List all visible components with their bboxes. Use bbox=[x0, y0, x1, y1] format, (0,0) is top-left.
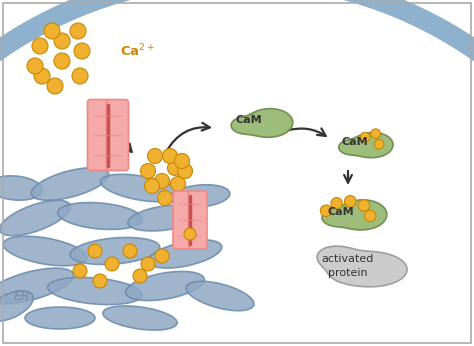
Ellipse shape bbox=[48, 277, 142, 304]
Circle shape bbox=[358, 200, 370, 211]
Circle shape bbox=[345, 195, 356, 207]
Circle shape bbox=[140, 164, 155, 179]
Ellipse shape bbox=[31, 168, 109, 200]
Circle shape bbox=[70, 23, 86, 39]
Ellipse shape bbox=[186, 281, 254, 311]
Ellipse shape bbox=[25, 307, 95, 329]
Ellipse shape bbox=[170, 185, 230, 207]
Ellipse shape bbox=[58, 202, 142, 229]
Ellipse shape bbox=[103, 306, 177, 330]
Circle shape bbox=[27, 58, 43, 74]
Circle shape bbox=[74, 43, 90, 59]
Circle shape bbox=[88, 244, 102, 258]
Circle shape bbox=[72, 68, 88, 84]
Polygon shape bbox=[322, 200, 387, 230]
Circle shape bbox=[155, 173, 170, 189]
Circle shape bbox=[360, 133, 370, 142]
Circle shape bbox=[174, 154, 190, 169]
Circle shape bbox=[163, 148, 177, 164]
Circle shape bbox=[184, 228, 196, 240]
FancyBboxPatch shape bbox=[88, 100, 109, 171]
Circle shape bbox=[145, 179, 159, 193]
Ellipse shape bbox=[70, 237, 160, 265]
Ellipse shape bbox=[128, 205, 202, 231]
Text: Ca$^{2+}$: Ca$^{2+}$ bbox=[120, 43, 155, 59]
Circle shape bbox=[147, 148, 163, 164]
Circle shape bbox=[133, 269, 147, 283]
Ellipse shape bbox=[148, 240, 222, 268]
Text: CaM: CaM bbox=[341, 137, 368, 147]
Circle shape bbox=[54, 53, 70, 69]
Text: ER: ER bbox=[14, 290, 30, 302]
Circle shape bbox=[177, 164, 192, 179]
Circle shape bbox=[320, 205, 332, 217]
Text: activated
protein: activated protein bbox=[322, 254, 374, 277]
Circle shape bbox=[167, 161, 182, 175]
Circle shape bbox=[157, 191, 173, 206]
Circle shape bbox=[44, 23, 60, 39]
Circle shape bbox=[331, 198, 342, 209]
Circle shape bbox=[171, 176, 185, 191]
Ellipse shape bbox=[126, 271, 204, 301]
Circle shape bbox=[47, 78, 63, 94]
FancyBboxPatch shape bbox=[173, 191, 191, 249]
Circle shape bbox=[365, 210, 376, 222]
Polygon shape bbox=[231, 109, 293, 137]
Polygon shape bbox=[0, 0, 474, 290]
Polygon shape bbox=[317, 246, 407, 287]
Circle shape bbox=[34, 68, 50, 84]
Ellipse shape bbox=[3, 236, 87, 266]
Text: CaM: CaM bbox=[328, 207, 354, 217]
Circle shape bbox=[32, 38, 48, 54]
Ellipse shape bbox=[0, 176, 42, 200]
Ellipse shape bbox=[0, 291, 33, 321]
Ellipse shape bbox=[0, 200, 71, 236]
Ellipse shape bbox=[0, 268, 73, 304]
Circle shape bbox=[374, 139, 384, 149]
Circle shape bbox=[93, 274, 107, 288]
Circle shape bbox=[123, 244, 137, 258]
Circle shape bbox=[54, 33, 70, 49]
Circle shape bbox=[155, 249, 169, 263]
Text: CaM: CaM bbox=[236, 115, 262, 125]
Circle shape bbox=[371, 129, 381, 138]
Polygon shape bbox=[339, 133, 393, 158]
FancyBboxPatch shape bbox=[107, 100, 128, 171]
Ellipse shape bbox=[100, 174, 180, 202]
Circle shape bbox=[105, 257, 119, 271]
FancyBboxPatch shape bbox=[189, 191, 207, 249]
Circle shape bbox=[73, 264, 87, 278]
Circle shape bbox=[141, 257, 155, 271]
